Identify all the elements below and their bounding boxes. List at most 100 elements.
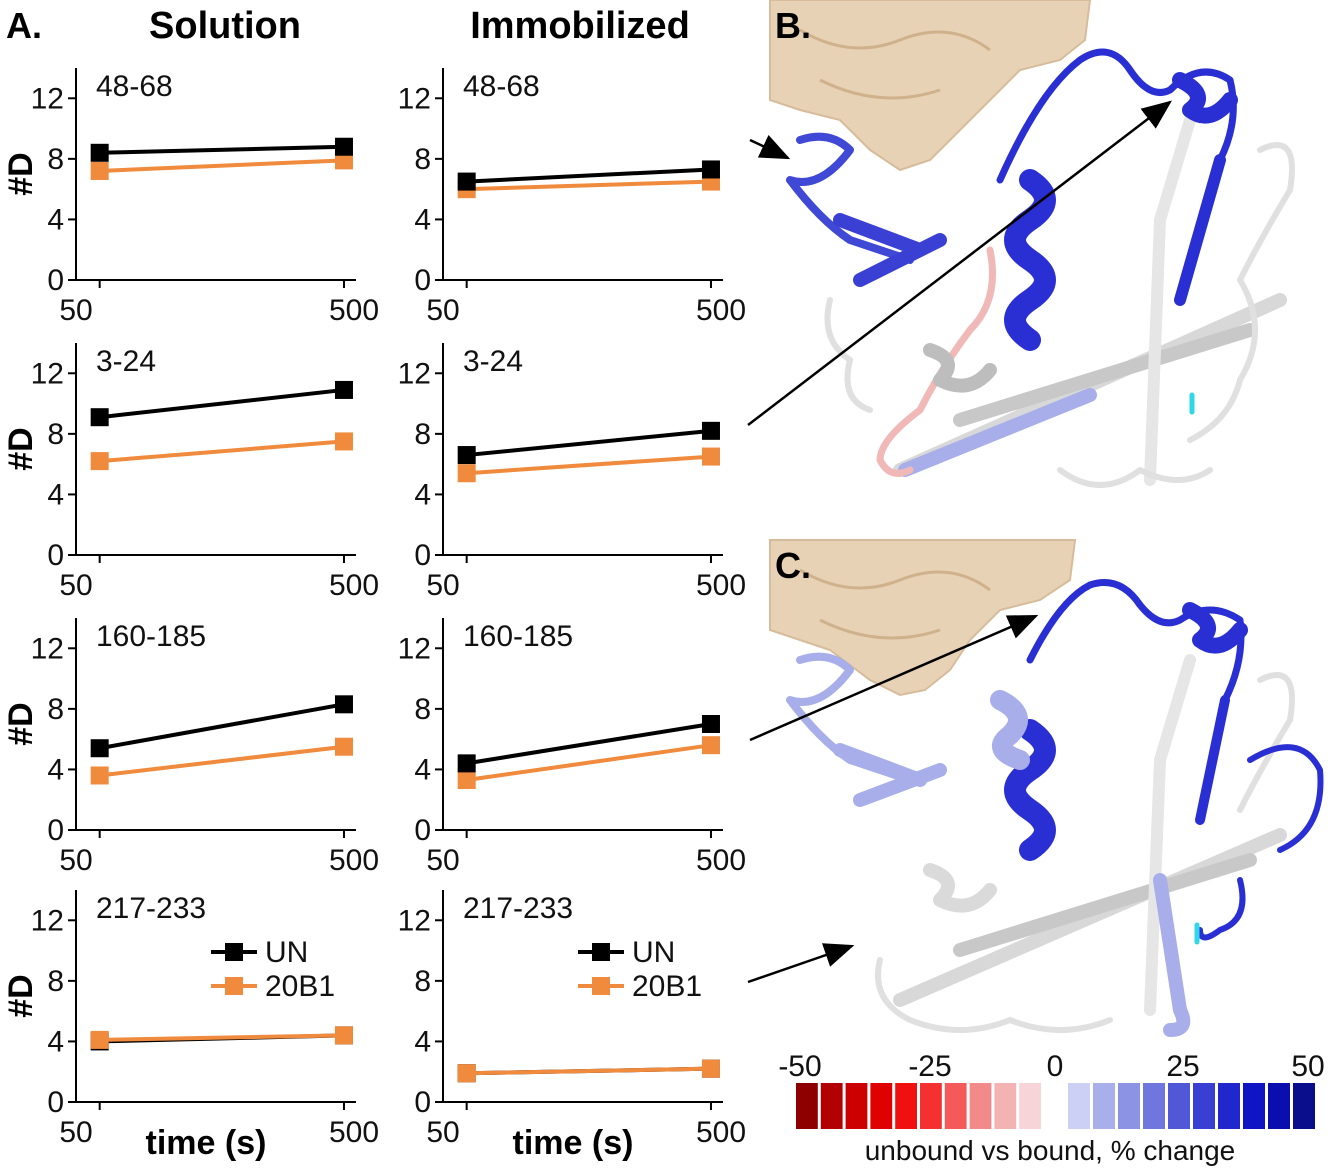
colorbar-swatch-positive — [1168, 1083, 1190, 1129]
antibody-surface-c — [769, 539, 1077, 697]
arrow-c-2 — [747, 943, 855, 984]
white-strand-b-3 — [1144, 114, 1196, 486]
white-loop-c-2 — [875, 957, 1113, 1033]
y-tick-label: 4 — [414, 1025, 431, 1058]
legend-label-UN: UN — [265, 936, 308, 969]
x-tick-label: 500 — [696, 1116, 746, 1149]
colorbar-label: unbound vs bound, % change — [865, 1135, 1236, 1166]
white-strand-b-2 — [953, 323, 1257, 427]
y-tick-label: 12 — [398, 632, 431, 665]
white-strand-c-3 — [1144, 654, 1196, 1016]
x-tick-label: 50 — [59, 294, 92, 327]
white-loop-b-3 — [824, 297, 873, 413]
colorbar-swatch-positive — [1068, 1083, 1090, 1129]
plot-title: 48-68 — [463, 70, 540, 103]
y-tick-label: 12 — [31, 82, 64, 115]
mid-blue-strand-b — [833, 213, 947, 287]
x-tick-label: 50 — [59, 844, 92, 877]
data-point-20B1 — [90, 161, 109, 180]
y-tick-label: 4 — [47, 1025, 64, 1058]
surface-shading-b — [799, 28, 991, 100]
y-tick-label: 8 — [47, 965, 64, 998]
x-tick-label: 50 — [426, 569, 459, 602]
chart-immobilized-48-68: 0 4 8 12 50 500 48-68 — [398, 68, 746, 327]
colorbar-swatch-positive — [1093, 1083, 1115, 1129]
plot-title: 160-185 — [463, 620, 573, 653]
data-point-UN — [334, 137, 353, 156]
y-axis-label: #D — [2, 974, 40, 1017]
surface-shading-c — [799, 568, 991, 640]
legend-marker-UN — [225, 943, 243, 961]
y-tick-label: 0 — [47, 814, 64, 847]
y-axis-label: #D — [2, 152, 40, 195]
colorbar-swatch-positive — [1243, 1083, 1265, 1129]
data-point-20B1 — [334, 151, 353, 170]
y-tick-label: 4 — [47, 203, 64, 236]
colorbar-swatch-negative — [820, 1083, 843, 1129]
y-tick-label: 4 — [47, 478, 64, 511]
legend-marker-UN — [592, 943, 610, 961]
series-line-UN — [99, 702, 345, 751]
colorbar-swatch-negative — [944, 1083, 967, 1129]
protein-cartoon-c — [786, 579, 1324, 1037]
y-tick-label: 0 — [47, 1086, 64, 1119]
data-point-20B1 — [334, 737, 353, 756]
x-tick-label: 500 — [329, 294, 379, 327]
x-axis-label: time (s) — [513, 1124, 634, 1162]
y-axis-label: #D — [2, 702, 40, 745]
series-line-UN — [99, 144, 345, 155]
colorbar-swatch-negative — [920, 1083, 942, 1129]
blue-helix-c-2 — [1182, 602, 1248, 654]
blue-loop-c-2 — [1197, 744, 1324, 941]
series-line-UN — [466, 722, 712, 766]
data-point-UN — [701, 421, 720, 440]
colorbar-swatch-positive — [1218, 1083, 1240, 1129]
y-tick-label: 0 — [414, 814, 431, 847]
y-tick-label: 8 — [47, 143, 64, 176]
x-tick-label: 50 — [426, 294, 459, 327]
y-tick-label: 12 — [398, 904, 431, 937]
grey-helix-b — [923, 343, 997, 393]
white-loop-b — [1187, 142, 1295, 443]
y-tick-label: 8 — [414, 418, 431, 451]
chart-immobilized-160-185: 0 4 8 12 50 500 160-185 — [398, 618, 746, 877]
y-axis-label: #D — [2, 427, 40, 470]
x-tick-label: 500 — [696, 294, 746, 327]
data-point-UN — [90, 408, 109, 427]
colorbar-swatch-negative — [895, 1083, 917, 1129]
series-line-20B1 — [99, 158, 345, 173]
y-tick-label: 4 — [414, 753, 431, 786]
blue-strand-b — [1174, 154, 1226, 306]
y-tick-label: 12 — [31, 904, 64, 937]
colorbar-swatch-positive — [1268, 1083, 1290, 1129]
colorbar-tick-label: -50 — [778, 1050, 821, 1083]
colorbar-tick-label: 0 — [1047, 1050, 1064, 1083]
white-loop-c — [1237, 672, 1295, 813]
chart-solution-48-68: 0 4 8 12 50 500 48-68 #D — [2, 68, 379, 327]
series-line-20B1 — [466, 454, 712, 476]
y-tick-label: 8 — [47, 418, 64, 451]
data-point-20B1 — [90, 1030, 109, 1049]
y-tick-label: 8 — [414, 965, 431, 998]
y-tick-label: 0 — [414, 539, 431, 572]
series-line-UN — [466, 167, 712, 184]
y-tick-label: 12 — [398, 357, 431, 390]
colorbar-swatch-negative — [1019, 1083, 1041, 1129]
legend-label-20B1: 20B1 — [265, 970, 335, 1003]
y-tick-label: 12 — [31, 632, 64, 665]
y-tick-label: 4 — [414, 203, 431, 236]
white-strand-c-2 — [953, 853, 1257, 957]
data-point-20B1 — [90, 452, 109, 471]
chart-immobilized-3-24: 0 4 8 12 50 500 3-24 — [398, 343, 746, 602]
legend-label-UN: UN — [632, 936, 675, 969]
data-point-20B1 — [457, 464, 476, 483]
plot-title: 217-233 — [96, 892, 206, 925]
blue-helix-b — [1004, 169, 1056, 351]
colorbar: -50 -25 0 25 50 unbound vs bound, % change — [778, 1050, 1324, 1166]
y-tick-label: 0 — [414, 264, 431, 297]
colorbar-swatch-negative — [969, 1083, 992, 1129]
arrow-c-1 — [749, 614, 1039, 742]
plot-title: 3-24 — [463, 345, 523, 378]
data-point-UN — [90, 143, 109, 162]
